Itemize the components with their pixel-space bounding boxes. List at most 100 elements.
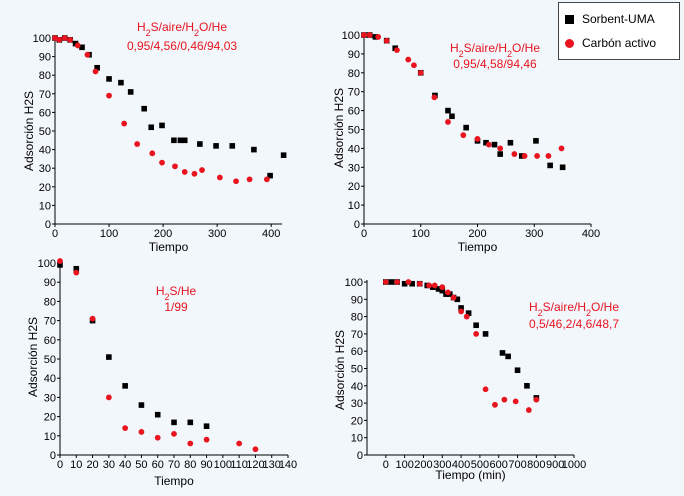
y-tick-label: 30 bbox=[44, 392, 56, 404]
data-point bbox=[514, 367, 521, 374]
data-point bbox=[134, 141, 141, 147]
data-point bbox=[177, 137, 184, 144]
data-point bbox=[52, 35, 58, 41]
x-tick-label: 300 bbox=[208, 228, 226, 240]
data-point bbox=[171, 430, 177, 437]
y-tick-label: 20 bbox=[348, 181, 360, 193]
y-tick-label: 80 bbox=[348, 68, 360, 80]
y-tick-label: 40 bbox=[351, 381, 363, 393]
y-tick-label: 100 bbox=[33, 33, 51, 45]
condition-annotation: 1/99 bbox=[164, 300, 188, 314]
x-tick-label: 10 bbox=[70, 459, 82, 471]
data-point bbox=[394, 279, 401, 285]
y-tick-label: 100 bbox=[345, 277, 363, 289]
data-point bbox=[460, 132, 467, 139]
legend-label: Carbón activo bbox=[582, 36, 657, 50]
y-tick-label: 10 bbox=[348, 200, 360, 212]
data-point bbox=[439, 284, 446, 291]
data-point bbox=[57, 258, 63, 264]
data-point bbox=[411, 62, 417, 69]
data-point bbox=[558, 145, 565, 152]
data-point bbox=[92, 68, 99, 75]
data-point bbox=[559, 164, 566, 171]
condition-annotation: 0,5/46,2/4,6/48,7 bbox=[529, 317, 619, 331]
y-tick-label: 10 bbox=[351, 433, 363, 445]
axes: 0 10 20 30 40 50 60 70 80 90 100 0 100 200 300 400 bbox=[33, 33, 282, 240]
data-point bbox=[106, 76, 112, 82]
condition-annotation: H2S/He bbox=[156, 284, 197, 302]
x-tick-label: 110 bbox=[230, 459, 248, 471]
data-point bbox=[533, 138, 539, 144]
data-point bbox=[106, 92, 112, 99]
y-tick-label: 0 bbox=[50, 450, 56, 462]
series-carbon-activo bbox=[57, 258, 259, 453]
y-axis-label: Adsorción H2S bbox=[26, 317, 40, 397]
x-tick-label: 300 bbox=[433, 459, 451, 471]
data-point bbox=[94, 64, 100, 71]
x-tick-label: 90 bbox=[200, 459, 212, 471]
x-tick-label: 600 bbox=[490, 459, 508, 471]
legend-item-sorbent: Sorbent-UMA bbox=[565, 9, 655, 29]
data-point bbox=[507, 139, 514, 146]
y-axis-label: Adsorción H2S bbox=[22, 91, 36, 171]
y-tick-label: 20 bbox=[44, 412, 56, 424]
data-point bbox=[382, 279, 389, 285]
x-tick-label: 400 bbox=[262, 228, 280, 240]
y-tick-label: 30 bbox=[39, 163, 51, 175]
data-point bbox=[439, 287, 446, 294]
data-point bbox=[138, 429, 145, 435]
x-tick-label: 140 bbox=[279, 459, 297, 471]
data-point bbox=[409, 280, 415, 287]
data-point bbox=[431, 94, 438, 101]
y-tick-label: 20 bbox=[39, 182, 51, 194]
data-point bbox=[141, 105, 147, 112]
y-tick-label: 20 bbox=[351, 415, 363, 427]
x-tick-label: 900 bbox=[546, 459, 564, 471]
data-point bbox=[465, 310, 472, 316]
data-point bbox=[203, 436, 210, 443]
data-point bbox=[417, 69, 424, 76]
condition-annotation: H2S/aire/H2O/He bbox=[450, 41, 540, 59]
data-point bbox=[191, 170, 198, 177]
x-tick-label: 60 bbox=[152, 459, 164, 471]
data-point bbox=[525, 407, 532, 413]
chart-panel-2: 0 10 20 30 40 50 60 70 80 90 100 0 100 200 300 400 Tiemp… bbox=[332, 30, 600, 254]
x-axis-label: Tiempo (min) bbox=[435, 468, 505, 482]
y-tick-label: 50 bbox=[351, 364, 363, 376]
y-tick-label: 80 bbox=[39, 70, 51, 82]
data-point bbox=[67, 36, 74, 43]
chart-panel-1: 0 10 20 30 40 50 60 70 80 90 100 0 100 200 300 400 Tiemp… bbox=[22, 20, 287, 254]
data-point bbox=[388, 279, 395, 285]
data-point bbox=[73, 269, 80, 276]
data-point bbox=[154, 434, 161, 441]
x-tick-label: 800 bbox=[527, 459, 545, 471]
data-point bbox=[435, 286, 442, 292]
data-point bbox=[121, 120, 128, 127]
x-tick-label: 40 bbox=[119, 459, 131, 471]
x-tick-label: 0 bbox=[52, 228, 58, 240]
y-tick-label: 0 bbox=[357, 450, 363, 462]
data-point bbox=[122, 425, 129, 432]
data-point bbox=[454, 296, 461, 303]
y-tick-label: 60 bbox=[351, 346, 363, 358]
data-point bbox=[197, 141, 203, 147]
data-point bbox=[366, 32, 373, 38]
y-tick-label: 40 bbox=[348, 143, 360, 155]
axes: 0 10 20 30 40 50 60 70 80 90 100 0 100 200 300 400 bbox=[342, 30, 601, 240]
data-point bbox=[171, 419, 177, 426]
data-point bbox=[251, 146, 257, 153]
data-point bbox=[533, 396, 540, 403]
data-point bbox=[497, 145, 504, 152]
data-point bbox=[122, 383, 128, 389]
data-point bbox=[521, 153, 528, 159]
y-tick-label: 50 bbox=[39, 126, 51, 138]
data-point bbox=[483, 139, 489, 146]
data-point bbox=[89, 315, 96, 322]
y-tick-label: 80 bbox=[351, 312, 363, 324]
data-point bbox=[73, 265, 80, 272]
y-tick-label: 70 bbox=[351, 329, 363, 341]
series-carbon-activo bbox=[52, 35, 270, 185]
data-point bbox=[492, 401, 498, 408]
y-tick-label: 30 bbox=[351, 398, 363, 410]
